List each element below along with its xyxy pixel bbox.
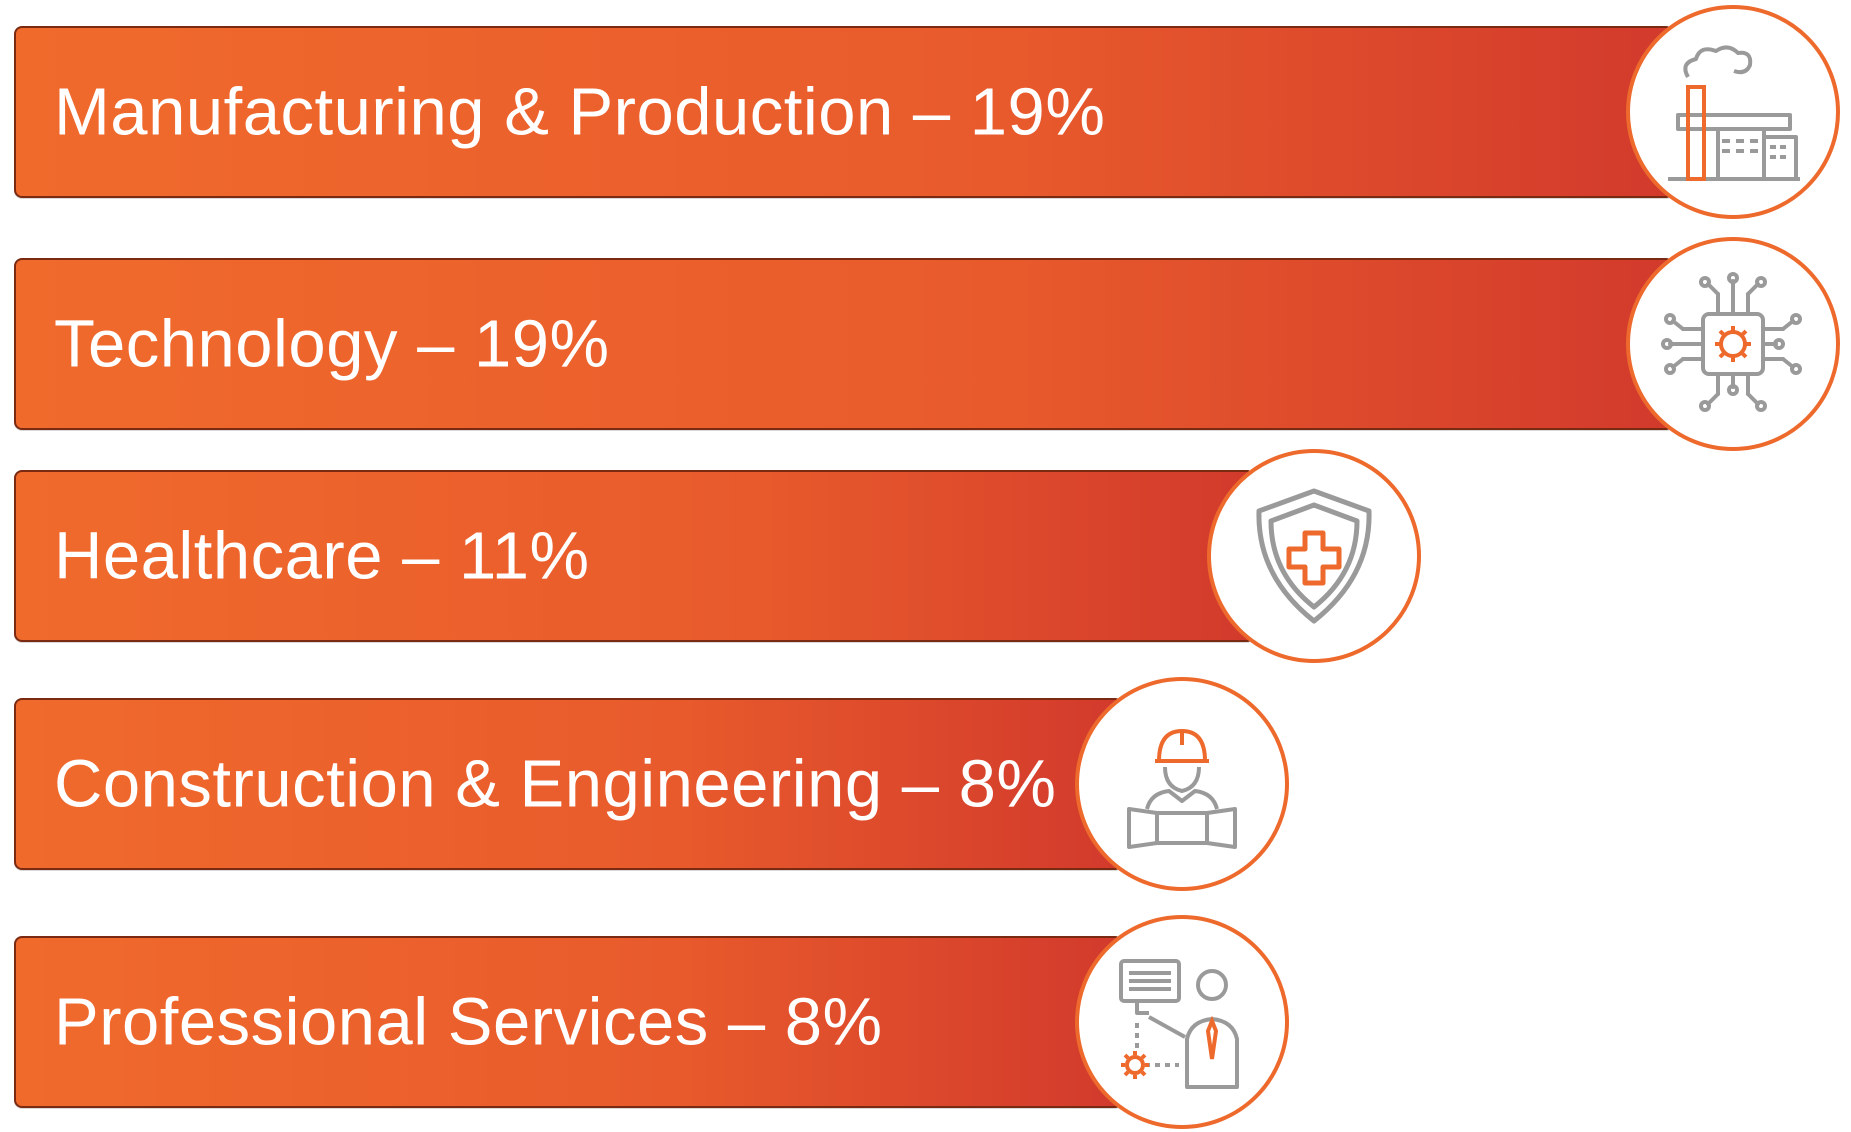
medical-shield-icon-badge: [1207, 449, 1421, 663]
business-consultant-icon-badge: [1075, 915, 1289, 1129]
bar-label: Technology – 19%: [54, 306, 610, 382]
circuit-chip-icon: [1661, 272, 1802, 412]
factory-icon: [1668, 45, 1800, 181]
bar-2: Technology – 19%: [14, 258, 1674, 430]
bar-4: Construction & Engineering – 8%: [14, 698, 1123, 870]
bar-label: Professional Services – 8%: [54, 984, 883, 1060]
circuit-chip-icon-badge: [1626, 237, 1840, 451]
bar-label: Manufacturing & Production – 19%: [54, 74, 1106, 150]
bar-1: Manufacturing & Production – 19%: [14, 26, 1674, 198]
bar-3: Healthcare – 11%: [14, 470, 1255, 642]
bar-label: Healthcare – 11%: [54, 518, 590, 594]
bar-label: Construction & Engineering – 8%: [54, 746, 1057, 822]
factory-icon-badge: [1626, 5, 1840, 219]
construction-worker-icon: [1127, 729, 1237, 849]
construction-worker-icon-badge: [1075, 677, 1289, 891]
bar-5: Professional Services – 8%: [14, 936, 1123, 1108]
business-consultant-icon: [1119, 959, 1239, 1089]
medical-shield-icon: [1256, 488, 1372, 624]
